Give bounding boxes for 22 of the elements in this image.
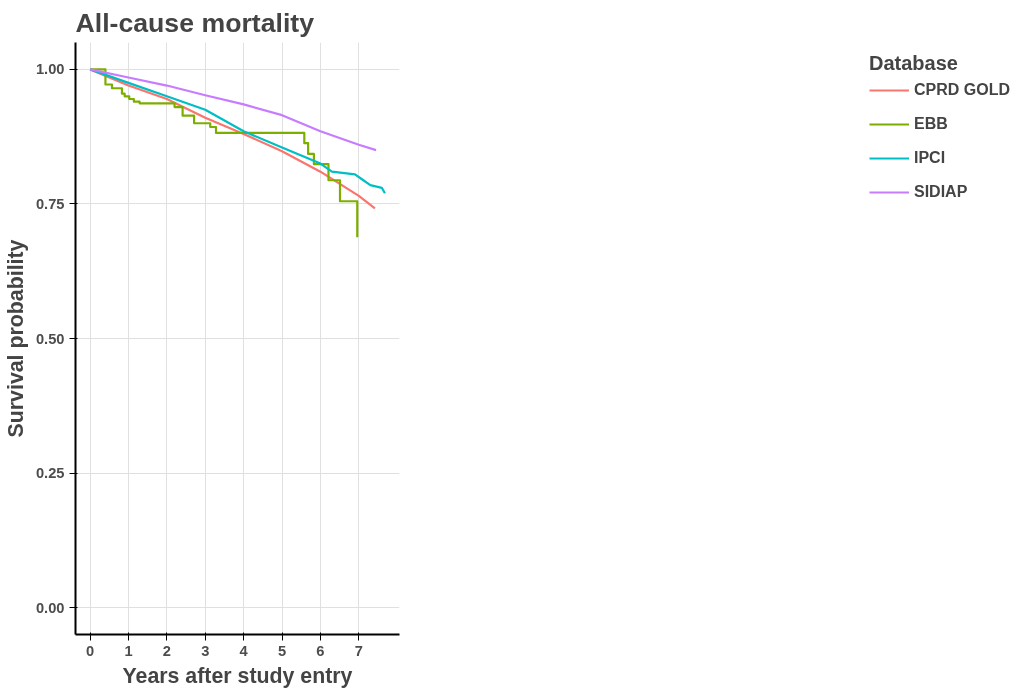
y-tick-label: 0.50 bbox=[35, 330, 65, 347]
legend-title: Database bbox=[869, 52, 959, 75]
x-axis-title: Years after study entry bbox=[122, 663, 353, 688]
x-tick-label: 2 bbox=[162, 642, 171, 659]
x-tick-label: 7 bbox=[354, 642, 363, 659]
legend-label: EBB bbox=[914, 115, 948, 133]
y-tick-label: 0.00 bbox=[35, 599, 65, 616]
x-tick-label: 4 bbox=[239, 642, 249, 659]
legend-label: SIDIAP bbox=[914, 183, 968, 201]
y-tick-label: 0.25 bbox=[35, 465, 65, 482]
x-tick-label: 5 bbox=[277, 642, 287, 659]
legend-label: CPRD GOLD bbox=[914, 81, 1010, 99]
y-axis-title: Survival probability bbox=[3, 239, 28, 438]
x-tick-label: 1 bbox=[124, 642, 133, 659]
y-tick-label: 1.00 bbox=[35, 61, 65, 78]
chart-title: All-cause mortality bbox=[75, 7, 315, 38]
x-tick-label: 6 bbox=[316, 642, 325, 659]
y-tick-label: 0.75 bbox=[35, 195, 65, 212]
x-tick-label: 3 bbox=[201, 642, 210, 659]
line-series bbox=[88, 68, 378, 152]
legend-label: IPCI bbox=[914, 149, 946, 167]
x-tick-label: 0 bbox=[86, 642, 95, 659]
